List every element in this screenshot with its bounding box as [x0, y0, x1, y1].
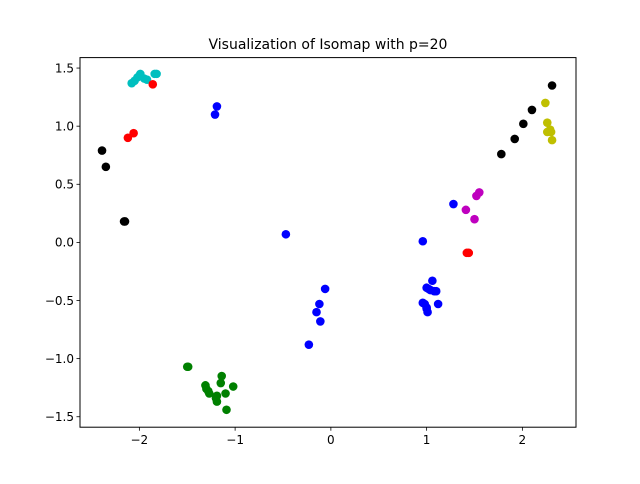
x-tick-label: 0	[327, 433, 335, 447]
y-tick-label: −0.5	[45, 294, 74, 308]
data-point	[148, 80, 158, 89]
data-point	[527, 105, 537, 115]
data-point	[152, 69, 161, 79]
data-point	[546, 127, 556, 137]
data-point	[418, 236, 428, 246]
y-tick-label: −1.5	[45, 410, 74, 424]
data-point	[431, 286, 441, 296]
data-point	[101, 162, 111, 172]
x-tick-label: −1	[226, 433, 244, 447]
x-axis-ticks: −2 −1 0 1 2	[131, 427, 527, 447]
x-tick-label: 2	[519, 433, 527, 447]
data-point	[204, 389, 214, 398]
data-point	[449, 199, 458, 209]
data-point	[519, 119, 528, 129]
data-points	[97, 69, 557, 415]
data-point	[217, 371, 227, 381]
data-point	[123, 133, 133, 143]
data-point	[316, 317, 325, 326]
data-point	[497, 149, 506, 159]
y-tick-label: 1.5	[55, 61, 74, 75]
data-point	[542, 118, 552, 127]
data-point	[428, 276, 437, 286]
data-point	[315, 299, 324, 309]
data-point	[212, 397, 222, 406]
data-point	[281, 229, 291, 239]
plot-area-frame	[79, 57, 577, 428]
data-point	[422, 304, 431, 313]
data-point	[474, 188, 484, 197]
data-point	[120, 217, 130, 226]
data-point	[97, 146, 107, 155]
data-point	[470, 214, 479, 224]
data-point	[222, 405, 231, 415]
data-point	[129, 128, 138, 138]
y-axis-ticks: −1.5 −1.0 −0.5 0.0 0.5 1.0 1.5	[45, 61, 80, 424]
y-tick-label: 0.5	[55, 178, 74, 192]
data-point	[212, 102, 222, 111]
data-point	[547, 135, 557, 145]
data-point	[320, 284, 330, 294]
data-point	[216, 378, 226, 388]
y-tick-label: −1.0	[45, 352, 74, 366]
data-point	[433, 299, 443, 309]
data-point	[221, 389, 230, 398]
data-point	[304, 340, 314, 349]
data-point	[210, 110, 220, 119]
data-point	[510, 134, 520, 144]
data-point	[142, 75, 152, 84]
x-tick-label: 1	[423, 433, 431, 447]
data-point	[547, 81, 557, 90]
y-tick-label: 1.0	[55, 119, 74, 133]
data-point	[183, 362, 193, 372]
data-point	[228, 382, 238, 391]
data-point	[464, 248, 474, 258]
chart-title: Visualization of Isomap with p=20	[209, 37, 448, 53]
data-point	[541, 98, 550, 108]
x-tick-label: −2	[131, 433, 149, 447]
data-point	[312, 307, 321, 317]
y-tick-label: 0.0	[55, 236, 74, 250]
data-point	[461, 205, 471, 215]
